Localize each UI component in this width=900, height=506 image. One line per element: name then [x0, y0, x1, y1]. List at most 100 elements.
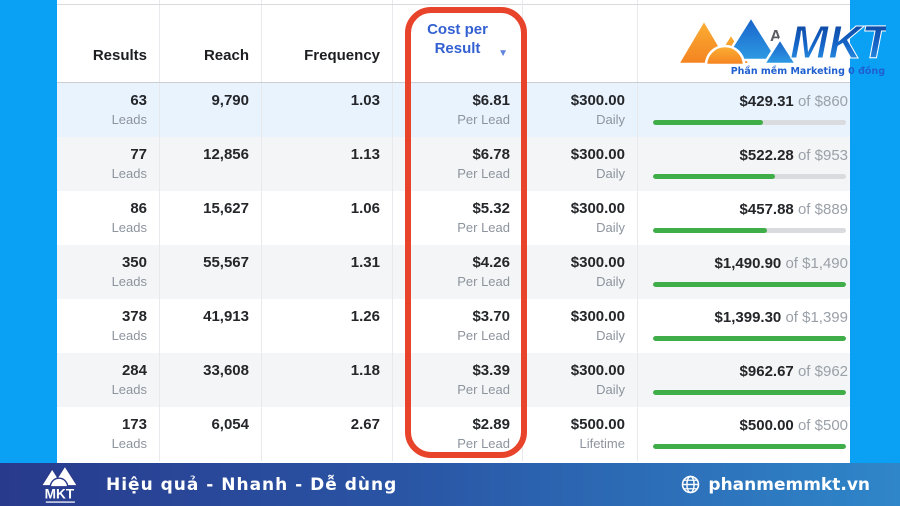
frequency-value: 1.06: [350, 200, 380, 217]
spend-progress-fill: [653, 390, 846, 395]
table-row[interactable]: 284 Leads 33,608 1.18 $3.39 Per Lead $30…: [57, 353, 850, 407]
cost-per-result-value: $6.81: [472, 92, 510, 109]
results-sublabel: Leads: [111, 274, 147, 289]
table-row[interactable]: 63 Leads 9,790 1.03 $6.81 Per Lead $300.…: [57, 83, 850, 137]
spend-progress-fill: [653, 228, 767, 233]
frequency-value: 1.13: [350, 146, 380, 163]
budget-value: $300.00: [570, 362, 625, 379]
results-sublabel: Leads: [111, 220, 147, 235]
footer-logo-tagline-line: [45, 500, 75, 503]
reach-cell: 12,856: [160, 137, 262, 191]
amount-spent-cell: $1,490.90 of $1,490: [638, 245, 850, 299]
results-sublabel: Leads: [111, 436, 147, 451]
results-cell: 378 Leads: [57, 299, 160, 353]
column-header-amount[interactable]: A: [638, 0, 850, 82]
cost-per-result-value: $6.78: [472, 146, 510, 163]
footer-slogan: Hiệu quả - Nhanh - Dễ dùng: [106, 474, 398, 495]
amount-spent-value: $500.00: [739, 417, 794, 434]
budget-cell: $300.00 Daily: [523, 83, 638, 137]
amount-spent-cell: $1,399.30 of $1,399: [638, 299, 850, 353]
results-cell: 77 Leads: [57, 137, 160, 191]
mountain-sun-mark: [676, 15, 798, 67]
frequency-cell: 1.26: [262, 299, 393, 353]
budget-value: $300.00: [570, 92, 625, 109]
amount-spent-limit: of $1,490: [785, 255, 848, 272]
spend-progress-bar: [653, 228, 846, 233]
amount-spent-limit: of $860: [797, 93, 848, 110]
budget-value: $300.00: [570, 254, 625, 271]
results-value: 77: [130, 146, 147, 163]
frequency-value: 1.18: [350, 362, 380, 379]
reach-cell: 41,913: [160, 299, 262, 353]
budget-value: $300.00: [570, 200, 625, 217]
table-row[interactable]: 350 Leads 55,567 1.31 $4.26 Per Lead $30…: [57, 245, 850, 299]
column-header-reach[interactable]: Reach: [160, 0, 262, 82]
sort-descending-icon: ▼: [498, 48, 508, 59]
amount-spent-limit: of $962: [797, 363, 848, 380]
budget-cell: $300.00 Daily: [523, 353, 638, 407]
spend-progress-bar: [653, 444, 846, 449]
amount-spent-value: $962.67: [739, 363, 794, 380]
cost-per-result-cell: $6.81 Per Lead: [393, 83, 523, 137]
reach-value: 15,627: [203, 200, 249, 217]
budget-cell: $500.00 Lifetime: [523, 407, 638, 461]
frequency-cell: 1.31: [262, 245, 393, 299]
amount-spent-cell: $457.88 of $889: [638, 191, 850, 245]
footer-website-link[interactable]: phanmemmkt.vn: [708, 474, 870, 495]
mkt-logo: MKT Phần mềm Marketing 0 đồng: [676, 15, 886, 77]
spend-progress-fill: [653, 120, 763, 125]
results-cell: 350 Leads: [57, 245, 160, 299]
footer-mkt-wordmark: MKT: [45, 486, 75, 501]
frequency-cell: 1.03: [262, 83, 393, 137]
cost-per-result-sublabel: Per Lead: [457, 220, 510, 235]
amount-spent-limit: of $953: [797, 147, 848, 164]
table-row[interactable]: 77 Leads 12,856 1.13 $6.78 Per Lead $300…: [57, 137, 850, 191]
amount-spent-cell: $429.31 of $860: [638, 83, 850, 137]
frequency-value: 1.31: [350, 254, 380, 271]
amount-spent-cell: $962.67 of $962: [638, 353, 850, 407]
reach-cell: 6,054: [160, 407, 262, 461]
cost-per-result-line2: Result: [434, 40, 481, 57]
cost-per-result-sublabel: Per Lead: [457, 382, 510, 397]
column-header-frequency[interactable]: Frequency: [262, 0, 393, 82]
results-sublabel: Leads: [111, 382, 147, 397]
cost-per-result-value: $2.89: [472, 416, 510, 433]
amount-spent-cell: $500.00 of $500: [638, 407, 850, 461]
frequency-cell: 1.13: [262, 137, 393, 191]
cost-per-result-cell: $5.32 Per Lead: [393, 191, 523, 245]
reach-value: 9,790: [211, 92, 249, 109]
results-value: 63: [130, 92, 147, 109]
budget-cell: $300.00 Daily: [523, 191, 638, 245]
table-row[interactable]: 86 Leads 15,627 1.06 $5.32 Per Lead $300…: [57, 191, 850, 245]
reach-value: 12,856: [203, 146, 249, 163]
cost-per-result-value: $5.32: [472, 200, 510, 217]
column-header-results[interactable]: Results: [57, 0, 160, 82]
cost-per-result-sublabel: Per Lead: [457, 166, 510, 181]
spend-progress-fill: [653, 282, 846, 287]
budget-sublabel: Daily: [596, 220, 625, 235]
ads-table: Results Reach Frequency Cost per Result …: [57, 0, 850, 463]
budget-cell: $300.00 Daily: [523, 299, 638, 353]
reach-value: 33,608: [203, 362, 249, 379]
table-body: 63 Leads 9,790 1.03 $6.81 Per Lead $300.…: [57, 83, 850, 463]
spend-progress-bar: [653, 282, 846, 287]
table-row[interactable]: 173 Leads 6,054 2.67 $2.89 Per Lead $500…: [57, 407, 850, 461]
table-row[interactable]: 378 Leads 41,913 1.26 $3.70 Per Lead $30…: [57, 299, 850, 353]
cost-per-result-cell: $3.39 Per Lead: [393, 353, 523, 407]
cost-per-result-value: $4.26: [472, 254, 510, 271]
results-sublabel: Leads: [111, 112, 147, 127]
mkt-logo-tagline: Phần mềm Marketing 0 đồng: [731, 66, 885, 77]
cost-per-result-cell: $3.70 Per Lead: [393, 299, 523, 353]
amount-spent-value: $457.88: [739, 201, 794, 218]
column-header-cost-per-result[interactable]: Cost per Result ▼: [393, 0, 523, 82]
spend-progress-fill: [653, 444, 846, 449]
results-cell: 86 Leads: [57, 191, 160, 245]
cost-per-result-sublabel: Per Lead: [457, 328, 510, 343]
amount-spent-value: $522.28: [739, 147, 794, 164]
cost-per-result-sublabel: Per Lead: [457, 112, 510, 127]
budget-value: $300.00: [570, 308, 625, 325]
results-cell: 63 Leads: [57, 83, 160, 137]
budget-sublabel: Daily: [596, 382, 625, 397]
column-header-budget[interactable]: [523, 0, 638, 82]
